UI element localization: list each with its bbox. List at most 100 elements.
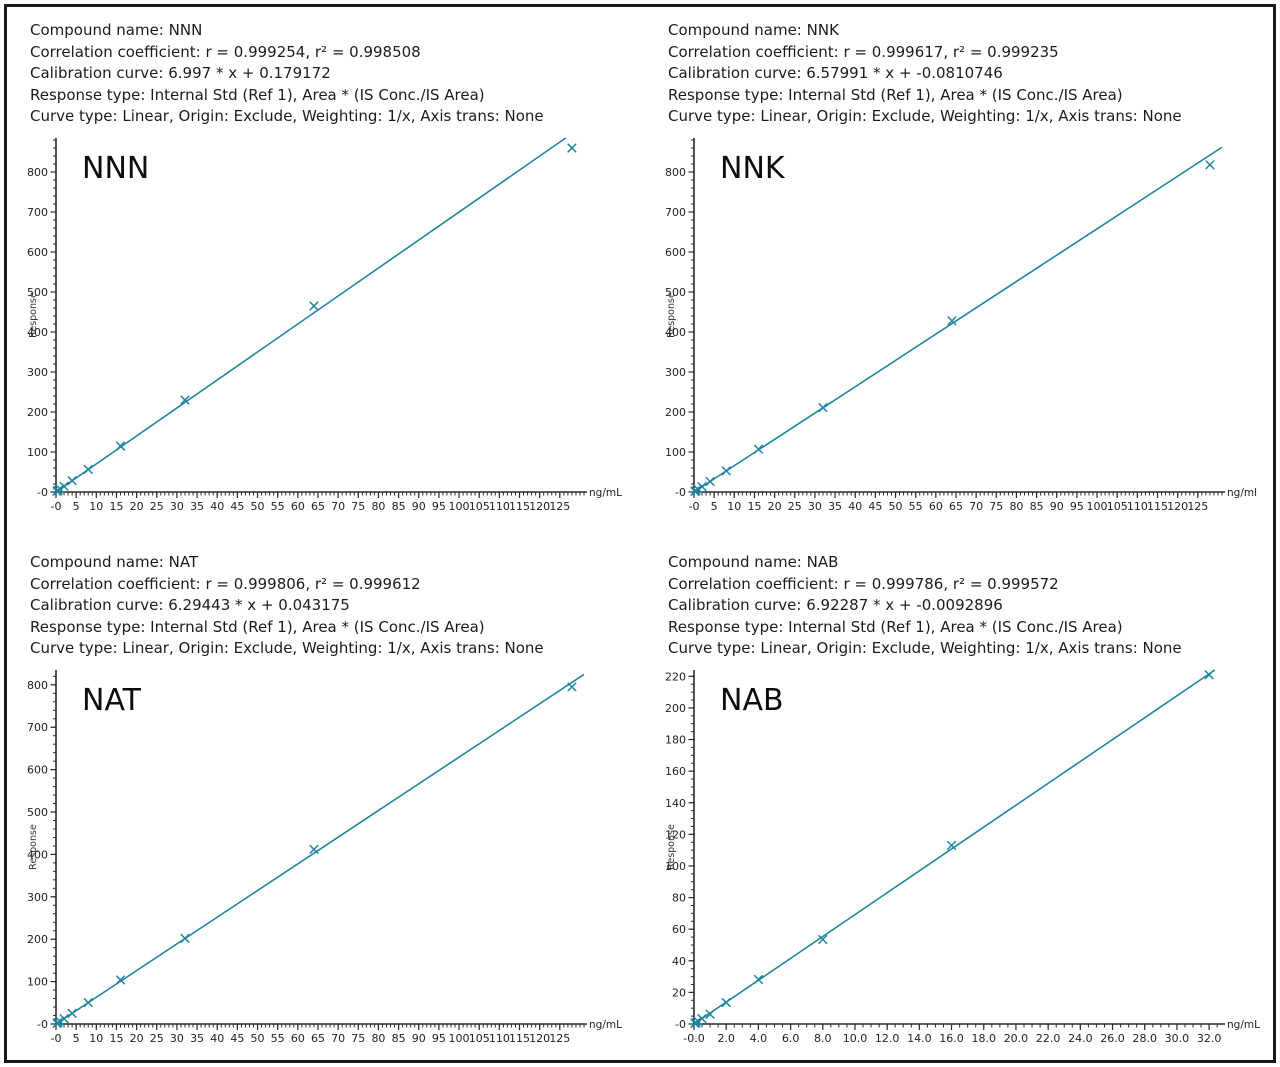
data-point-marker [83,997,93,1007]
x-tick-label: 18.0 [972,1032,997,1045]
y-major-ticks [688,675,694,1025]
plot-title: NNK [720,151,786,186]
x-tick-label: 6.0 [782,1032,800,1045]
data-points [690,159,1215,496]
x-tick-label: -0 [689,500,700,513]
correlation-line: Correlation coefficient: r = 0.999806, r… [30,574,421,593]
data-point-marker [753,974,763,984]
y-tick-label: 80 [672,891,686,904]
data-point-marker [309,300,319,311]
y-tick-label: 120 [665,828,686,841]
data-point-marker [947,840,957,850]
x-tick-label: 12.0 [875,1032,900,1045]
compound-header-nab: Compound name: NAB Correlation coefficie… [668,552,1280,660]
x-tick-label: 60 [291,500,305,513]
data-point-marker [947,315,957,325]
x-tick-label: 120 [1167,500,1188,513]
y-major-ticks [50,683,56,1025]
compound-name-line: Compound name: NNK [668,21,839,39]
y-tick-label: 700 [27,206,48,219]
correlation-line: Correlation coefficient: r = 0.999786, r… [668,574,1059,593]
x-tick-label: 70 [331,500,345,513]
x-tick-label: 2.0 [717,1032,735,1045]
x-tick-label: 4.0 [750,1032,768,1045]
x-tick-label: 60 [929,500,943,513]
calibration-curve-line: Calibration curve: 6.57991 * x + -0.0810… [668,64,1003,82]
y-tick-labels: -0 100 200 300 400 500 600 700 800 [27,166,48,499]
x-tick-label: 55 [271,1032,285,1045]
x-tick-label: 20 [130,1032,144,1045]
x-tick-label: 115 [1147,500,1168,513]
x-tick-label: 25 [150,1032,164,1045]
x-tick-label: 65 [311,1032,325,1045]
x-tick-label: 105 [1107,500,1128,513]
x-tick-label: 50 [889,500,903,513]
x-tick-label: 45 [230,1032,244,1045]
data-point-marker [1205,159,1215,169]
x-major-ticks [693,1023,1210,1030]
fit-line [55,136,567,493]
x-tick-label: 55 [271,500,285,513]
x-tick-label: 120 [529,1032,550,1045]
y-tick-label: 300 [27,366,48,379]
x-tick-label: 15 [109,1032,123,1045]
x-tick-label: 70 [969,500,983,513]
panel-nat: Compound name: NAT Correlation coefficie… [26,544,646,1060]
x-tick-label: 85 [392,1032,406,1045]
x-tick-label: 20 [768,500,782,513]
x-tick-label: 110 [489,500,510,513]
curve-type-line: Curve type: Linear, Origin: Exclude, Wei… [30,107,544,125]
correlation-line: Correlation coefficient: r = 0.999254, r… [30,42,421,61]
compound-header-nat: Compound name: NAT Correlation coefficie… [30,552,646,660]
fit-line [693,668,1216,1025]
x-tick-label: 90 [1050,500,1064,513]
y-tick-labels: -0 100 200 300 400 500 600 700 800 [27,678,48,1030]
x-tick-label: 5 [73,500,80,513]
x-tick-label: 20.0 [1004,1032,1028,1045]
data-point-marker [115,974,126,984]
x-tick-label: 65 [311,500,325,513]
curve-type-line: Curve type: Linear, Origin: Exclude, Wei… [30,639,544,657]
x-tick-label: 30 [808,500,822,513]
y-tick-label: 200 [27,406,48,419]
x-tick-label: 95 [432,500,446,513]
x-tick-labels: -0.0 2.0 4.0 6.0 8.0 10.0 12.0 14.0 16.0 18.0 20.0… [683,1032,1221,1045]
data-point-marker [705,1009,715,1019]
fit-line [55,673,585,1025]
y-tick-label: 700 [27,721,48,734]
fit-line [693,146,1223,493]
x-tick-label: 110 [1127,500,1148,513]
data-point-marker [567,681,577,692]
x-tick-label: 55 [909,500,923,513]
calibration-plot-nnk: -0 5 10 15 20 25 30 35 40 45 50 55 60 65 70 75 80 85 90 95 1… [665,137,1257,513]
x-tick-label: 25 [150,500,164,513]
data-point-marker [693,1016,703,1026]
plot-title: NNN [82,151,149,186]
y-tick-label: -0 [37,1018,48,1031]
compound-name-line: Compound name: NAT [30,553,199,571]
data-point-marker [1204,669,1214,679]
data-point-marker [721,997,731,1007]
y-tick-label: 40 [672,954,686,967]
x-tick-label: 10 [727,500,741,513]
y-axis-label: Response [28,824,39,870]
x-tick-label: 30 [170,500,184,513]
x-tick-label: -0 [51,1032,62,1045]
x-tick-label: 95 [1070,500,1084,513]
data-point-marker [59,481,69,491]
y-tick-label: 300 [27,890,48,903]
x-tick-label: 22.0 [1036,1032,1061,1045]
x-tick-label: 105 [469,1032,490,1045]
data-point-marker [180,933,190,943]
response-type-line: Response type: Internal Std (Ref 1), Are… [30,85,485,104]
x-tick-labels: -0 5 10 15 20 25 30 35 40 45 50 55 60 65 70 75 80 85 90 95 1… [51,1032,571,1045]
curve-type-line: Curve type: Linear, Origin: Exclude, Wei… [668,639,1182,657]
x-tick-label: 10 [89,500,103,513]
data-point-marker [67,1008,77,1018]
x-tick-label: 95 [432,1032,446,1045]
x-tick-label: 75 [989,500,1003,513]
x-major-ticks [693,491,1199,498]
calibration-plot-nab: -0.0 2.0 4.0 6.0 8.0 10.0 12.0 14.0 16.0 18.0 20.0… [665,668,1260,1045]
y-tick-label: 600 [665,246,686,259]
